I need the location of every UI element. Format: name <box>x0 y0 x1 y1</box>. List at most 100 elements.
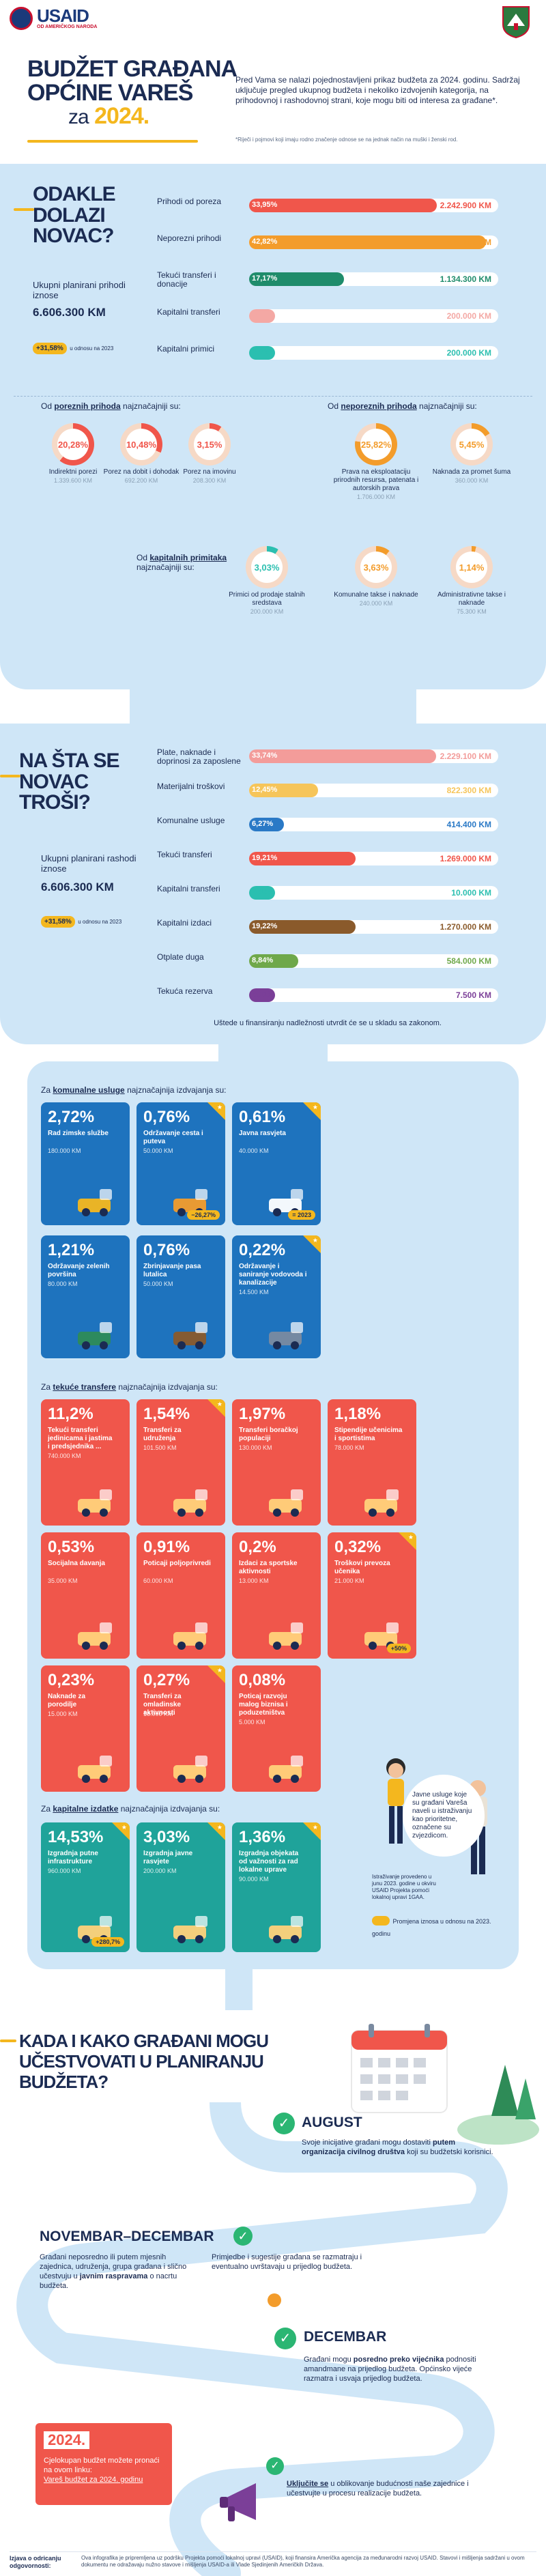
family-icon <box>75 1618 123 1653</box>
card-percent: 0,32% <box>334 1538 382 1556</box>
card-title: Poticaj razvoju malog biznisa i poduzetn… <box>239 1693 288 1717</box>
novdec-left-post: o nacrtu budžeta. <box>40 2272 177 2290</box>
card-percent: 0,76% <box>143 1241 190 1259</box>
card-amount: 15.000 KM <box>48 1711 78 1717</box>
bar-percent: 3,03% <box>253 311 275 319</box>
spending-card: 1,97% Transferi boračkoj populaciji 130.00… <box>232 1399 321 1526</box>
card-title: Javna rasvjeta <box>239 1130 286 1137</box>
budget-link[interactable]: Vareš budžet za 2024. godinu <box>44 2476 143 2484</box>
card-title: Transferi za udruženja <box>143 1427 182 1442</box>
bar-percent: 33,74% <box>252 752 278 760</box>
december-title: DECEMBAR <box>304 2329 387 2345</box>
ring-percent: 3,03% <box>251 552 283 583</box>
bar-row: Tekući transferi i donacije 17,17% 1.134.3… <box>157 268 498 289</box>
card-title: Transferi za omladinske aktivnosti <box>143 1693 182 1717</box>
bar-row: Tekuća rezerva 0,11% 7.500 KM <box>157 984 498 1005</box>
bus-icon <box>362 1618 410 1653</box>
snowplow-icon <box>75 1185 123 1220</box>
bar-fill: 0,11% <box>249 988 275 1002</box>
bar-amount: 822.300 KM <box>446 786 491 795</box>
usaid-seal-icon <box>10 7 33 30</box>
title-line-2: OPĆINE VAREŠ <box>27 79 193 106</box>
participation-title-line <box>0 2040 16 2042</box>
card-percent: 0,23% <box>48 1671 95 1689</box>
december-text-pre: Građani mogu <box>304 2356 351 2364</box>
card-amount: 180.000 KM <box>48 1147 81 1154</box>
card-percent: 0,08% <box>239 1671 286 1689</box>
priority-star-icon: ★ <box>112 1822 130 1840</box>
december-text-post: podnositi amandmane na prijedlog budžeta… <box>304 2356 476 2383</box>
change-badge: −26,27% <box>187 1210 220 1220</box>
bar-label: Kapitalni primici <box>157 344 215 354</box>
card-amount: 50.000 KM <box>143 1280 173 1287</box>
municipality-crest-icon <box>502 5 530 39</box>
tax-heading-bold: poreznih prihoda <box>54 401 121 411</box>
priority-star-icon: ★ <box>207 1822 225 1840</box>
bar-percent: 17,17% <box>252 274 278 283</box>
pipe-icon <box>266 1318 314 1353</box>
card-amount: 35.000 KM <box>48 1577 78 1584</box>
spending-card: 0,08% Poticaj razvoju malog biznisa i pod… <box>232 1665 321 1792</box>
income-title-line <box>14 208 34 211</box>
percent-ring: 20,28% <box>52 423 94 466</box>
card-percent: 0,27% <box>143 1671 190 1689</box>
card-amount: 90.000 KM <box>239 1876 269 1883</box>
bar-row: Prihodi od poreza 33,95% 2.242.900 KM <box>157 195 498 215</box>
bar-label: Kapitalni transferi <box>157 884 220 893</box>
title-line-3: za 2024. <box>27 104 237 128</box>
income-total-label: Ukupni planirani prihodi iznose <box>33 280 126 300</box>
spending-card: 1,54% Transferi za udruženja 101.500 KM ★ <box>136 1399 225 1526</box>
nontax-heading-bold: neporeznih prihoda <box>341 401 417 411</box>
intro-footnote: *Riječi i pojmovi koji imaju rodno znače… <box>235 137 458 143</box>
ring-amount: 1.339.600 KM <box>53 477 93 484</box>
capital-income-heading: Od kapitalnih primitaka najznačajniji su… <box>136 553 239 572</box>
bar-amount: 1.269.000 KM <box>440 854 491 863</box>
bar-fill: 3,03% <box>249 346 275 360</box>
card-amount: 200.000 KM <box>143 1867 177 1874</box>
bar-amount: 200.000 KM <box>446 348 491 358</box>
spending-card: 0,53% Socijalna davanja 35.000 KM <box>41 1532 130 1659</box>
bar-fill: 8,84% <box>249 954 298 968</box>
august-text-bold: putem organizacija civilnog društva <box>302 2138 455 2156</box>
priority-star-icon: ★ <box>207 1399 225 1417</box>
budget-link-year: 2024. <box>44 2431 90 2449</box>
bar-amount: 2.229.100 KM <box>440 752 491 761</box>
card-amount: 18.000 KM <box>143 1711 173 1717</box>
bar-label: Otplate duga <box>157 952 204 962</box>
spending-card: 0,61% Javna rasvjeta 40.000 KM ★ = 2023 <box>232 1102 321 1225</box>
bar-fill: 12,45% <box>249 784 318 797</box>
tax-heading-prefix: Od <box>41 401 53 411</box>
card-title: Održavanje cesta i puteva <box>143 1130 203 1145</box>
ring-amount: 360.000 KM <box>455 477 489 484</box>
change-badge: +50% <box>386 1644 411 1653</box>
expense-note: Uštede u finansiranju nadležnosti utvrdi… <box>214 1019 442 1027</box>
card-title: Troškovi prevoza učenika <box>334 1560 390 1575</box>
priority-callout-text: Javne usluge koje su građani Vareša nave… <box>412 1791 472 1840</box>
priority-callout: Javne usluge koje su građani Vareša nave… <box>403 1775 485 1857</box>
title-year: 2024. <box>94 103 149 130</box>
card-title: Zbrinjavanje pasa lutalica <box>143 1263 201 1278</box>
title-prefix: za <box>68 106 89 129</box>
bar-label: Plate, naknade i doprinosi za zaposlene <box>157 747 241 766</box>
bar-track: 19,21% 1.269.000 KM <box>249 852 498 865</box>
legend-dot-icon <box>372 1915 390 1926</box>
communal-heading-suffix: najznačajnija izdvajanja su: <box>127 1085 227 1095</box>
card-percent: 14,53% <box>48 1828 104 1846</box>
spending-card: 2,72% Rad zimske službe 180.000 KM <box>41 1102 130 1225</box>
bar-amount: 2.829.100 KM <box>440 238 491 247</box>
card-amount: 80.000 KM <box>48 1280 78 1287</box>
bar-row: Materijalni troškovi 12,45% 822.300 KM <box>157 779 498 800</box>
spending-card: 0,76% Održavanje cesta i puteva 50.000 KM ★… <box>136 1102 225 1225</box>
ring-percent: 3,63% <box>360 552 392 583</box>
bar-label: Kapitalni transferi <box>157 307 220 317</box>
graduate-icon <box>362 1485 410 1520</box>
august-text-pre: Svoje inicijative građani mogu dostaviti <box>302 2138 431 2147</box>
bar-amount: 414.400 KM <box>446 820 491 829</box>
ring-amount: 240.000 KM <box>359 600 393 607</box>
city-hall-icon <box>266 1912 314 1947</box>
august-text: Svoje inicijative građani mogu dostaviti… <box>302 2138 500 2157</box>
card-amount: 50.000 KM <box>143 1147 173 1154</box>
usaid-wordmark: USAID <box>37 5 89 26</box>
bar-row: Plate, naknade i doprinosi za zaposlene 3… <box>157 745 498 766</box>
communal-heading: Za komunalne usluge najznačajnija izdvaj… <box>41 1085 227 1095</box>
